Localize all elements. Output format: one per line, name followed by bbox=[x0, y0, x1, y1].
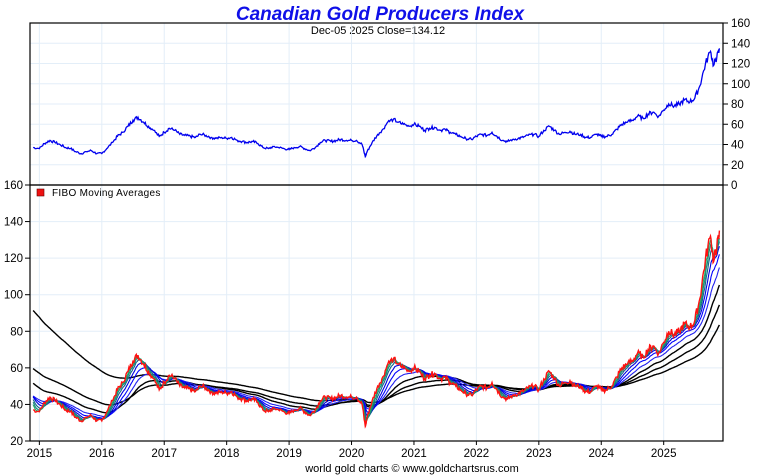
price-y-tick-label: 100 bbox=[731, 79, 750, 91]
chart-subtitle: Dec-05 2025 Close=134.12 bbox=[311, 25, 445, 37]
fibo-legend: FIBO Moving Averages bbox=[36, 188, 161, 199]
fibo-y-tick-label: 20 bbox=[10, 436, 23, 448]
x-tick-label: 2015 bbox=[27, 448, 53, 460]
chart-footer: world gold charts © www.goldchartsrus.co… bbox=[304, 463, 519, 475]
fibo-panel-frame bbox=[29, 184, 724, 442]
chart-title: Canadian Gold Producers Index bbox=[236, 4, 526, 25]
price-y-tick-label: 60 bbox=[731, 119, 744, 131]
x-axis: 2015 2016 2017 2018 2019 2020 2021 2022 2023 2024… bbox=[27, 441, 677, 460]
x-tick-label: 2022 bbox=[464, 448, 490, 460]
price-panel-series bbox=[33, 48, 721, 159]
price-y-tick-label: 120 bbox=[731, 59, 750, 71]
fibo-y-tick-label: 40 bbox=[10, 399, 23, 411]
legend-label: FIBO Moving Averages bbox=[52, 188, 161, 199]
price-y-tick-label: 40 bbox=[731, 140, 744, 152]
x-tick-label: 2021 bbox=[401, 448, 427, 460]
price-y-axis: 0 20 40 60 80 100 120 140 160 bbox=[723, 18, 750, 192]
x-tick-label: 2023 bbox=[526, 448, 552, 460]
price-line bbox=[33, 48, 721, 159]
x-tick-label: 2020 bbox=[339, 448, 365, 460]
fibo-y-axis: 20 40 60 80 100 120 140 160 bbox=[4, 180, 30, 448]
fibo-y-tick-label: 120 bbox=[4, 253, 23, 265]
x-tick-label: 2024 bbox=[588, 448, 614, 460]
x-tick-label: 2018 bbox=[214, 448, 240, 460]
price-y-tick-label: 20 bbox=[731, 160, 744, 172]
fibo-y-tick-label: 100 bbox=[4, 290, 23, 302]
fibo-price-line bbox=[33, 230, 721, 429]
price-y-tick-label: 160 bbox=[731, 18, 750, 30]
legend-marker-icon bbox=[36, 188, 45, 197]
fibo-panel-series bbox=[32, 230, 721, 429]
x-tick-label: 2025 bbox=[651, 448, 677, 460]
x-tick-label: 2019 bbox=[276, 448, 302, 460]
fibo-y-tick-label: 160 bbox=[4, 180, 23, 192]
fibo-y-tick-label: 60 bbox=[10, 363, 23, 375]
fibo-y-tick-label: 140 bbox=[4, 217, 23, 229]
price-y-tick-label: 80 bbox=[731, 99, 744, 111]
x-tick-label: 2017 bbox=[151, 448, 177, 460]
price-y-tick-label: 140 bbox=[731, 38, 750, 50]
price-y-tick-label: 0 bbox=[731, 180, 737, 192]
fibo-y-tick-label: 80 bbox=[10, 326, 23, 338]
x-tick-label: 2016 bbox=[89, 448, 115, 460]
